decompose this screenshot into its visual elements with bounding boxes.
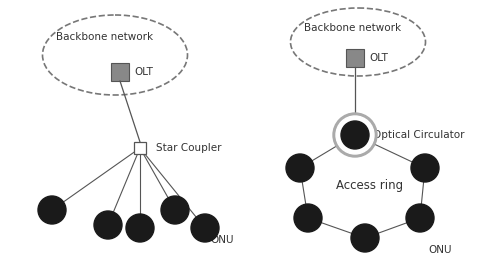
Circle shape bbox=[126, 214, 154, 242]
Circle shape bbox=[161, 196, 189, 224]
Text: Backbone network: Backbone network bbox=[304, 23, 401, 33]
Text: Optical Circulator: Optical Circulator bbox=[372, 130, 464, 140]
Circle shape bbox=[350, 224, 378, 252]
FancyBboxPatch shape bbox=[345, 49, 363, 67]
Text: ONU: ONU bbox=[427, 245, 451, 255]
FancyBboxPatch shape bbox=[111, 63, 129, 81]
Circle shape bbox=[286, 154, 313, 182]
Circle shape bbox=[333, 113, 376, 157]
Circle shape bbox=[293, 204, 321, 232]
Text: OLT: OLT bbox=[368, 53, 387, 63]
Circle shape bbox=[38, 196, 66, 224]
Text: ONU: ONU bbox=[210, 235, 233, 245]
Circle shape bbox=[335, 116, 373, 154]
Text: Backbone network: Backbone network bbox=[56, 32, 153, 42]
Circle shape bbox=[340, 121, 368, 149]
Circle shape bbox=[191, 214, 219, 242]
Circle shape bbox=[405, 204, 433, 232]
Circle shape bbox=[410, 154, 438, 182]
Circle shape bbox=[94, 211, 122, 239]
Text: OLT: OLT bbox=[134, 67, 152, 77]
Text: Star Coupler: Star Coupler bbox=[156, 143, 221, 153]
FancyBboxPatch shape bbox=[134, 142, 146, 154]
Text: Access ring: Access ring bbox=[336, 179, 403, 191]
